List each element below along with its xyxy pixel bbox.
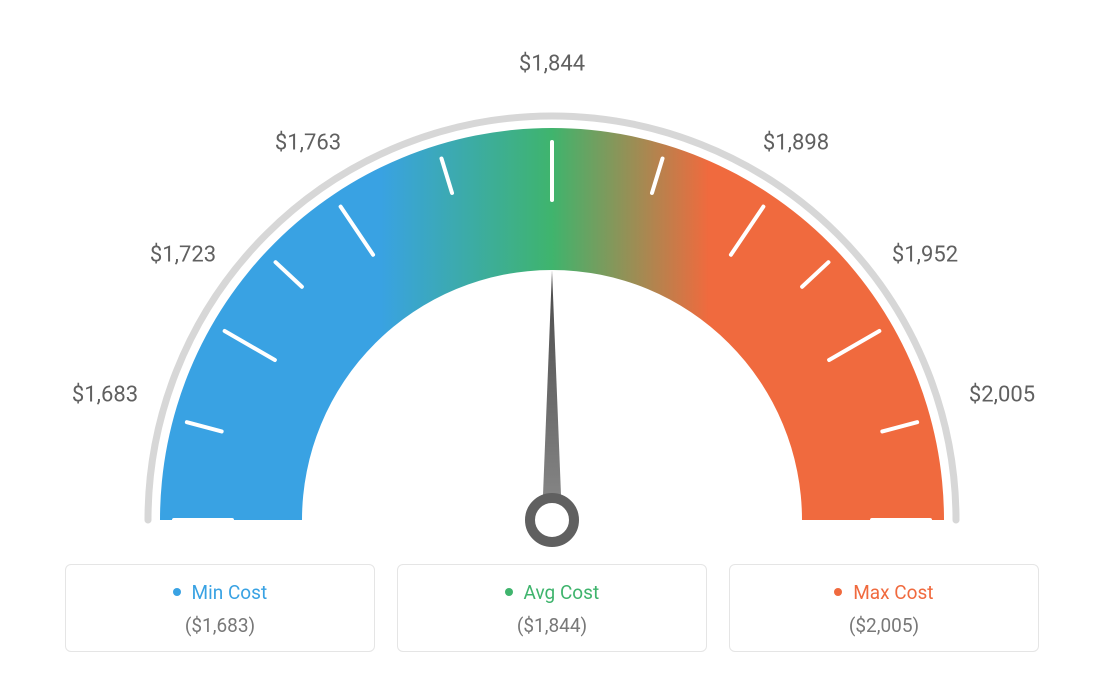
gauge-scale-label: $1,898: [763, 131, 829, 156]
legend-title-text-max: Max Cost: [853, 581, 933, 604]
gauge-area: $1,683 $1,723 $1,763 $1,844 $1,898 $1,952 $2,0…: [0, 20, 1104, 540]
gauge-scale-label: $1,723: [150, 243, 216, 268]
legend-card-max: Max Cost ($2,005): [729, 564, 1039, 652]
legend-dot-min: [173, 588, 181, 596]
legend-value-avg: ($1,844): [408, 614, 696, 637]
cost-gauge-chart: $1,683 $1,723 $1,763 $1,844 $1,898 $1,952 $2,0…: [0, 0, 1104, 690]
legend-value-max: ($2,005): [740, 614, 1028, 637]
legend-card-min: Min Cost ($1,683): [65, 564, 375, 652]
legend-title-max: Max Cost: [740, 581, 1028, 604]
legend-title-avg: Avg Cost: [408, 581, 696, 604]
gauge-scale-label: $2,005: [969, 383, 1035, 408]
legend-row: Min Cost ($1,683) Avg Cost ($1,844) Max …: [0, 564, 1104, 652]
legend-title-min: Min Cost: [76, 581, 364, 604]
gauge-scale-label: $1,952: [892, 243, 958, 268]
gauge-scale-label: $1,683: [72, 383, 138, 408]
legend-title-text-min: Min Cost: [192, 581, 268, 604]
legend-value-min: ($1,683): [76, 614, 364, 637]
gauge-scale-label: $1,763: [275, 131, 341, 156]
legend-card-avg: Avg Cost ($1,844): [397, 564, 707, 652]
gauge-scale-label: $1,844: [519, 52, 585, 77]
legend-title-text-avg: Avg Cost: [524, 581, 600, 604]
legend-dot-max: [834, 588, 842, 596]
legend-dot-avg: [505, 588, 513, 596]
gauge-svg: [0, 20, 1104, 560]
